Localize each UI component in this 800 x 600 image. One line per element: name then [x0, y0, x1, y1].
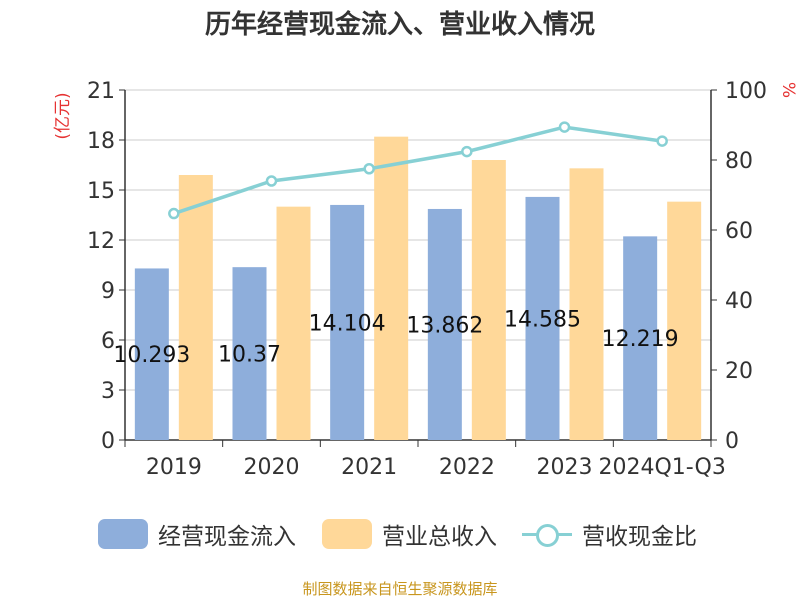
chart-title: 历年经营现金流入、营业收入情况 — [204, 10, 595, 40]
x-tick-label: 2022 — [439, 455, 495, 480]
left-tick-label: 9 — [101, 279, 115, 304]
bar-revenue — [569, 168, 604, 441]
legend-label-cash-inflow: 经营现金流入 — [158, 524, 296, 550]
right-tick-label: 60 — [725, 219, 753, 244]
point-ratio — [168, 207, 180, 220]
point-ratio — [656, 135, 668, 147]
left-tick-label: 3 — [101, 379, 115, 404]
left-tick-label: 15 — [87, 179, 115, 204]
point-ratio — [363, 163, 375, 175]
legend-swatch-cash-inflow — [98, 519, 148, 549]
legend-item-cash-inflow[interactable]: 经营现金流入 — [98, 516, 296, 552]
point-ratio — [461, 145, 473, 158]
point-ratio — [558, 121, 571, 133]
legend-item-ratio[interactable]: 营收现金比 — [522, 516, 697, 552]
legend-label-ratio: 营收现金比 — [582, 524, 697, 550]
x-tick-label: 2019 — [146, 455, 202, 480]
bar-revenue — [276, 206, 311, 440]
data-label-cash-inflow: 10.293 — [113, 343, 190, 368]
left-tick-label: 21 — [87, 79, 115, 104]
left-tick-label: 6 — [101, 329, 115, 354]
right-tick-label: 100 — [725, 79, 767, 104]
x-tick-label: 2023 — [537, 455, 593, 480]
right-tick-label: 20 — [725, 359, 753, 384]
left-tick-label: 18 — [87, 129, 115, 154]
data-label-cash-inflow: 14.104 — [309, 311, 386, 336]
right-tick-label: 40 — [725, 289, 753, 314]
right-tick-label: 0 — [725, 429, 739, 454]
bar-revenue — [374, 136, 409, 440]
bar-revenue — [667, 201, 702, 440]
data-label-cash-inflow: 14.585 — [504, 307, 581, 332]
legend-item-revenue[interactable]: 营业总收入 — [322, 516, 497, 552]
bar-cash-inflow — [623, 236, 658, 440]
bar-cash-inflow — [427, 208, 462, 440]
right-axis-unit: % — [778, 82, 798, 98]
bar-cash-inflow — [134, 268, 169, 440]
data-label-cash-inflow: 10.37 — [218, 343, 281, 368]
legend-line-ratio-icon — [522, 519, 572, 549]
data-label-cash-inflow: 13.862 — [406, 313, 483, 338]
point-ratio — [265, 175, 278, 187]
legend-swatch-revenue — [322, 519, 372, 549]
left-axis-unit: (亿元) — [53, 92, 73, 139]
bar-revenue — [178, 175, 213, 440]
bar-cash-inflow — [525, 196, 560, 440]
left-tick-label: 0 — [101, 429, 115, 454]
left-tick-label: 12 — [87, 229, 115, 254]
legend-label-revenue: 营业总收入 — [382, 524, 497, 550]
right-tick-label: 80 — [725, 149, 753, 174]
x-tick-label: 2020 — [244, 455, 300, 480]
bar-cash-inflow — [330, 204, 365, 440]
line-ratio — [173, 125, 663, 216]
data-label-cash-inflow: 12.219 — [602, 327, 679, 352]
bar-cash-inflow — [232, 267, 267, 440]
bar-revenue — [471, 160, 506, 440]
source-note: 制图数据来自恒生聚源数据库 — [302, 580, 498, 598]
x-tick-label: 2021 — [341, 455, 397, 480]
x-tick-label: 2024Q1-Q3 — [598, 455, 725, 480]
